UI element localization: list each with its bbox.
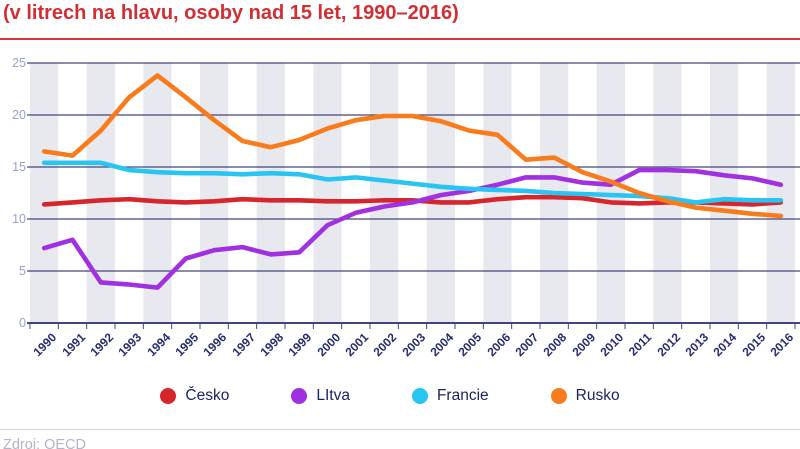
footer-divider-line — [0, 429, 800, 430]
year-band-2012 — [653, 63, 682, 323]
year-band-2001 — [341, 63, 370, 323]
year-band-1995 — [171, 63, 200, 323]
legend-item-rusko: Rusko — [550, 387, 620, 405]
year-band-2016 — [766, 63, 795, 323]
legend-label-rusko: Rusko — [575, 387, 620, 404]
legend-label-francie: Francie — [436, 387, 489, 404]
legend-color-dot-icon — [411, 388, 428, 404]
legend-color-dot-icon — [550, 388, 567, 404]
year-band-2015 — [738, 63, 767, 323]
y-tick-label-15: 15 — [12, 160, 26, 174]
series-line-litva — [41, 167, 784, 290]
y-tick-label-5: 5 — [19, 264, 26, 278]
year-band-2002 — [370, 63, 399, 323]
legend-item-litva: LItva — [291, 387, 350, 405]
y-tick-label-0: 0 — [19, 316, 26, 330]
y-tick-label-25: 25 — [12, 56, 26, 70]
year-band-1991 — [58, 63, 87, 323]
year-band-1999 — [285, 63, 314, 323]
year-band-2000 — [313, 63, 342, 323]
legend-color-dot-icon — [291, 388, 308, 404]
year-band-1998 — [256, 63, 285, 323]
legend-item-cesko: Česko — [160, 387, 229, 405]
year-band-2006 — [483, 63, 512, 323]
y-tick-label-20: 20 — [12, 108, 26, 122]
legend-color-dot-icon — [160, 388, 177, 404]
year-band-2013 — [681, 63, 710, 323]
y-tick-label-10: 10 — [12, 212, 26, 226]
year-band-1990 — [30, 63, 59, 323]
line-chart-plot — [27, 62, 800, 329]
legend-label-litva: LItva — [316, 387, 350, 404]
year-band-1996 — [200, 63, 229, 323]
year-band-2003 — [398, 63, 427, 323]
title-divider-line — [0, 38, 800, 40]
year-band-2014 — [710, 63, 739, 323]
chart-legend: Česko LItva Francie Rusko — [0, 387, 780, 405]
legend-label-cesko: Česko — [185, 387, 230, 404]
legend-item-francie: Francie — [411, 387, 489, 405]
year-band-1997 — [228, 63, 257, 323]
source-credit: Zdroj: OECD — [3, 437, 86, 449]
year-band-1994 — [143, 63, 172, 323]
series-line-rusko — [41, 73, 784, 219]
chart-subtitle: (v litrech na hlavu, osoby nad 15 let, 1… — [3, 2, 459, 24]
